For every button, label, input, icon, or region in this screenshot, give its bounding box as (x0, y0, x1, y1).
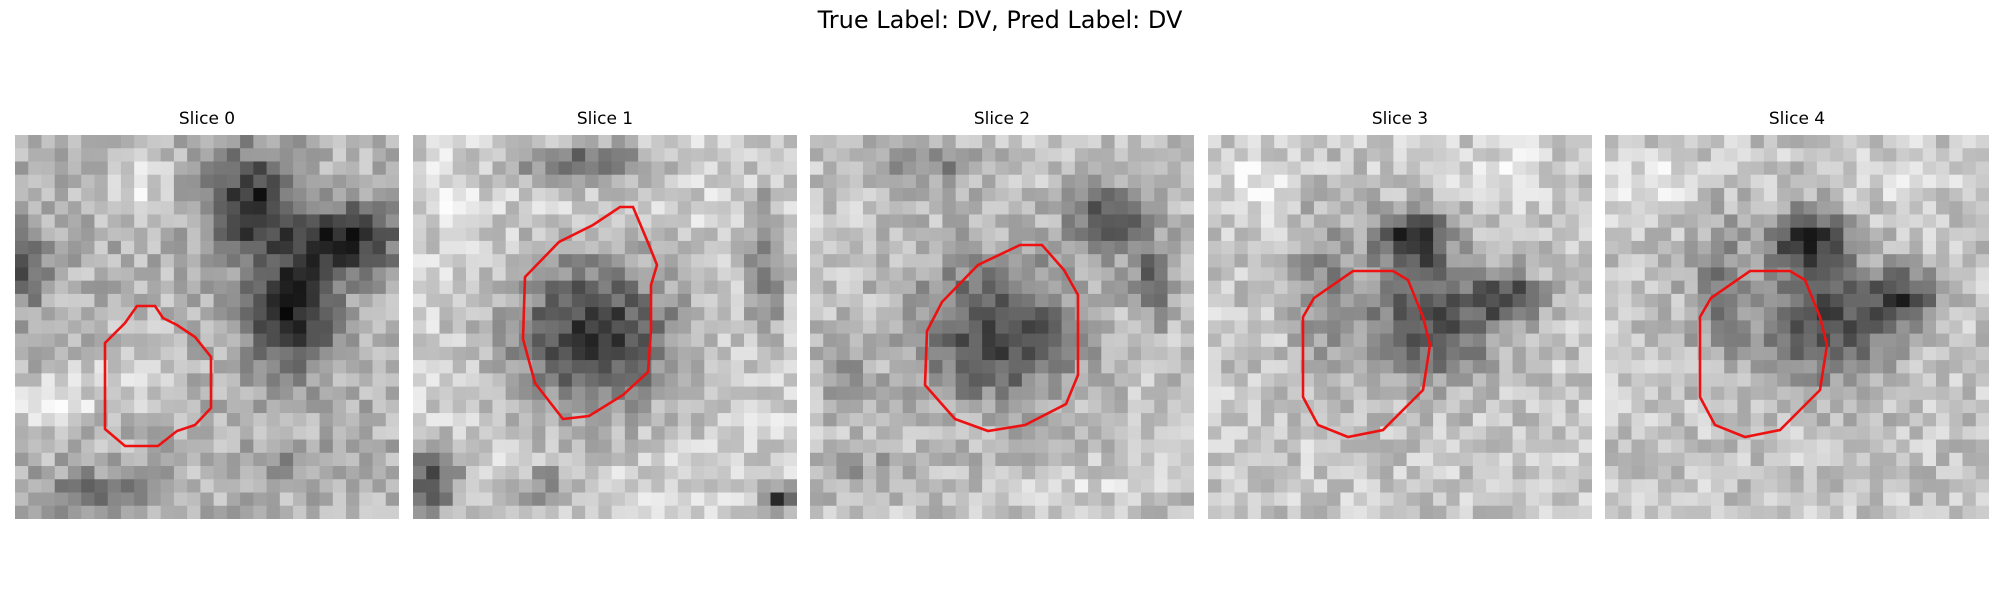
slice-title: Slice 4 (1768, 109, 1826, 129)
slice-image (15, 135, 399, 519)
figure-title: True Label: DV, Pred Label: DV (817, 6, 1183, 34)
slice-title: Slice 2 (973, 109, 1031, 129)
segmentation-contour (923, 243, 1080, 433)
segmentation-contour (521, 205, 659, 421)
slice-image (810, 135, 1194, 519)
segmentation-contour (103, 304, 213, 448)
slice-image (413, 135, 797, 519)
slice-title: Slice 3 (1371, 109, 1429, 129)
segmentation-contour (1698, 269, 1829, 439)
segmentation-contour (1301, 269, 1432, 439)
slice-image (1605, 135, 1989, 519)
slice-title: Slice 1 (576, 109, 634, 129)
slice-title: Slice 0 (178, 109, 236, 129)
slice-image (1208, 135, 1592, 519)
